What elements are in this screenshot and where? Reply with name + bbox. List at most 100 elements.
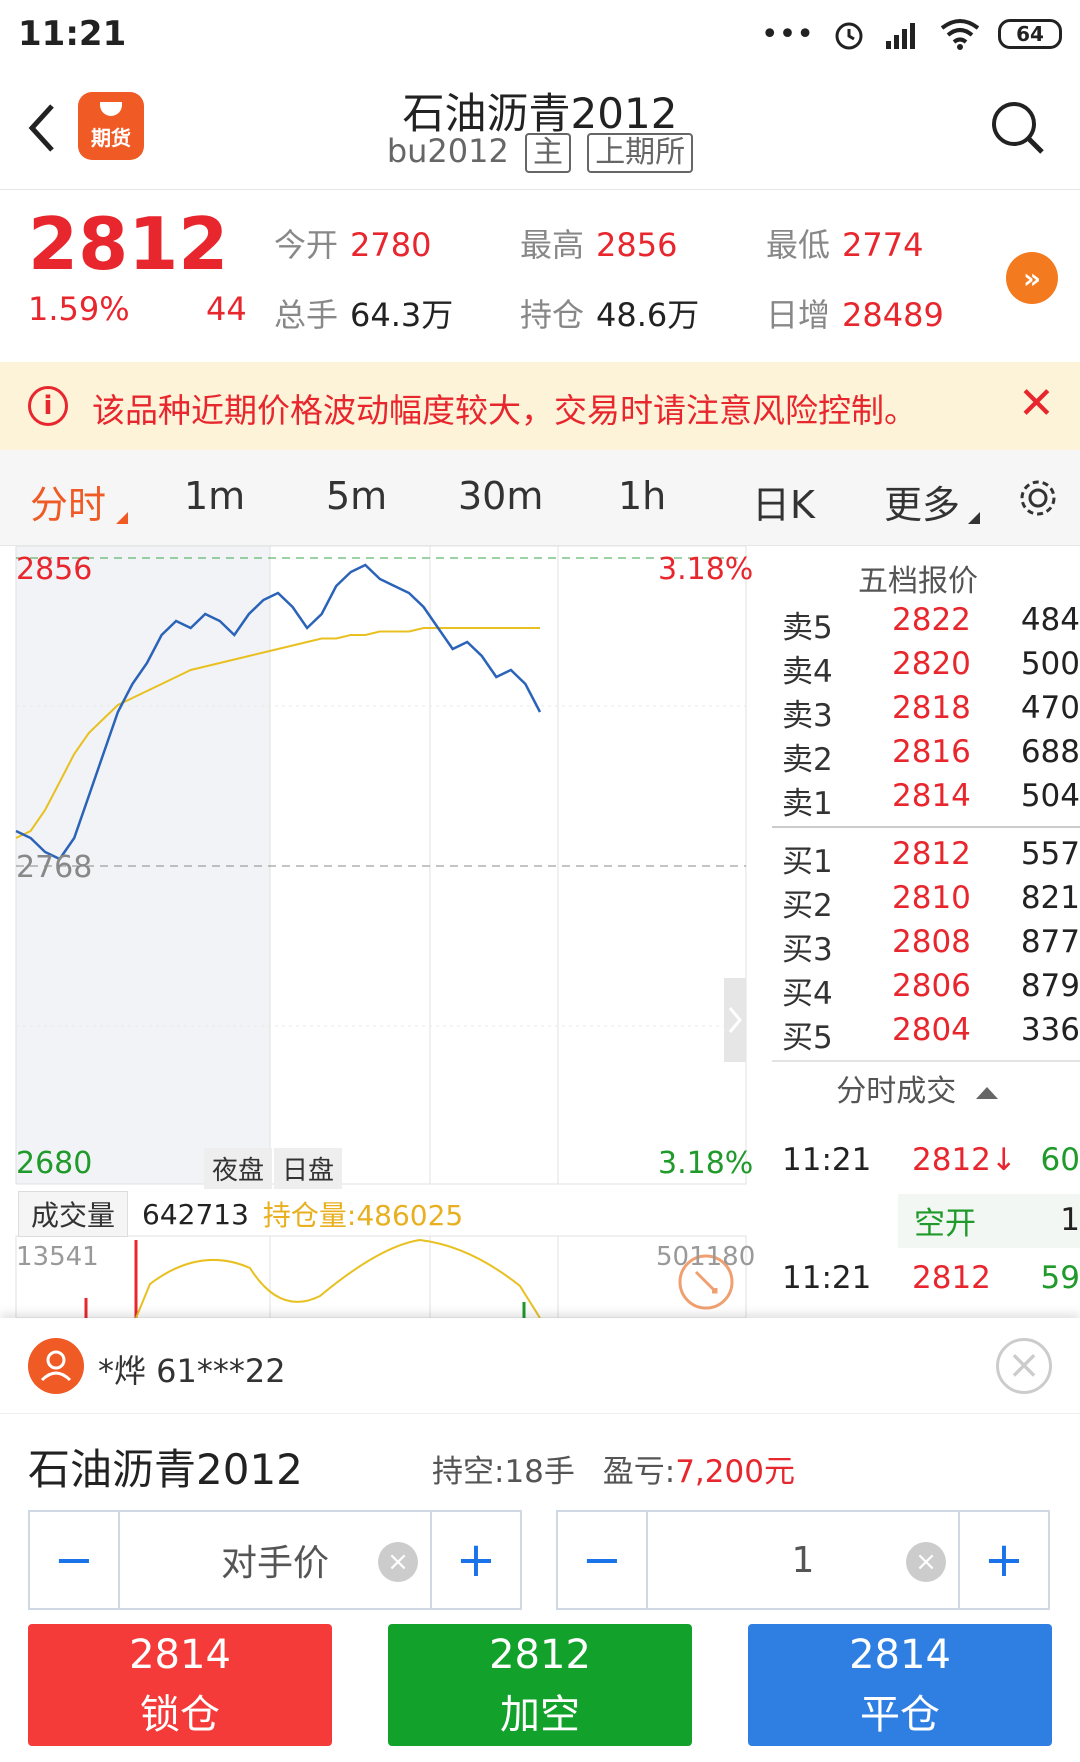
status-time: 11:21 (18, 14, 127, 54)
page-title: 石油沥青2012 (402, 89, 678, 138)
ask-row: 卖3 2818 470 (782, 690, 1080, 734)
close-panel-icon[interactable]: × (996, 1338, 1052, 1394)
add-short-button[interactable]: 2812 加空 (388, 1624, 692, 1746)
bid-row: 买3 2808 877 (782, 924, 1080, 968)
qty-minus-button[interactable]: − (558, 1512, 648, 1608)
info-icon: i (28, 386, 68, 426)
last-price: 2812 (28, 202, 229, 286)
ask-row: 卖2 2816 688 (782, 734, 1080, 778)
trades-toggle[interactable]: 分时成交 (756, 1066, 1080, 1110)
volume-axis-right: 501180 (656, 1242, 756, 1272)
fullscreen-icon (678, 1254, 734, 1310)
y-axis-mid: 2768 (16, 850, 93, 885)
tab-1h[interactable]: 1h (618, 474, 667, 518)
account-row: *烨 61***22 × (0, 1318, 1080, 1414)
high-price: 最高 2856 (520, 226, 678, 264)
night-session-bg (16, 546, 270, 1184)
back-arrow-icon[interactable] (22, 98, 62, 158)
tab-more[interactable]: 更多 (884, 483, 961, 527)
open-interest: 持仓 48.6万 (520, 296, 700, 334)
ask-row: 卖5 2822 484 (782, 602, 1080, 646)
qty-plus-button[interactable]: + (958, 1512, 1048, 1608)
price-line (15, 563, 542, 861)
total-volume: 总手 64.3万 (274, 296, 454, 334)
volume-axis-left: 13541 (16, 1242, 99, 1272)
exchange-badge: 上期所 (587, 133, 694, 173)
user-icon (40, 1350, 72, 1382)
more-dropdown-indicator (968, 512, 980, 524)
order-book-title: 五档报价 (858, 564, 978, 599)
bid-row: 买4 2806 879 (782, 968, 1080, 1012)
app-logo: 期货 (78, 92, 144, 160)
price-chart-svg (15, 545, 747, 1319)
position-info: 持空:18手 盈亏:7,200元 (432, 1454, 795, 1490)
quantity-input[interactable]: 1 × (648, 1512, 958, 1608)
contract-subtitle: bu2012 主 上期所 (0, 132, 1080, 173)
tab-1m[interactable]: 1m (184, 474, 246, 518)
daily-increase: 日增 28489 (766, 296, 944, 334)
open-price: 今开 2780 (274, 226, 432, 264)
bid-row: 买5 2804 336 (782, 1012, 1080, 1056)
close-icon[interactable]: ✕ (1018, 378, 1055, 429)
book-divider (772, 826, 1080, 828)
quantity-stepper: − 1 × + (556, 1510, 1050, 1610)
trades-title: 分时成交 (836, 1074, 957, 1109)
wifi-icon (940, 19, 980, 50)
contract-name: 石油沥青2012 (28, 1445, 303, 1494)
ask-row: 卖4 2820 500 (782, 646, 1080, 690)
clear-qty-icon[interactable]: × (906, 1542, 946, 1582)
change-percent: 1.59% (28, 290, 130, 328)
warning-text: 该品种近期价格波动幅度较大，交易时请注意风险控制。 (92, 391, 917, 430)
nav-bar: 期货 石油沥青2012 bu2012 主 上期所 (0, 70, 1080, 190)
close-position-button[interactable]: 2814 平仓 (748, 1624, 1052, 1746)
price-input[interactable]: 对手价 × (120, 1512, 430, 1608)
search-icon[interactable] (988, 98, 1048, 158)
price-plus-button[interactable]: + (430, 1512, 520, 1608)
tab-5m[interactable]: 5m (326, 474, 388, 518)
oi-line (135, 1238, 541, 1319)
timeshare-chart[interactable]: 2856 2768 2680 3.18% 3.18% 夜盘 日盘 13541 5… (0, 545, 755, 1319)
gear-icon[interactable] (1016, 476, 1060, 520)
status-bar: 11:21 ••• 64 (0, 0, 1080, 70)
caret-up-icon (975, 1087, 998, 1099)
status-icons: ••• 64 (761, 14, 1062, 54)
order-panel: *烨 61***22 × 石油沥青2012 持空:18手 盈亏:7,200元 −… (0, 1318, 1080, 1762)
battery-icon: 64 (998, 19, 1062, 49)
y-axis-bottom: 2680 (16, 1146, 93, 1181)
pct-axis-bottom: 3.18% (658, 1146, 754, 1181)
trade-detail-row: 空开 1 (898, 1194, 1080, 1248)
y-axis-top: 2856 (16, 552, 93, 587)
chart-period-tabs: 分时 1m 5m 30m 1h 日K 更多 (0, 450, 1080, 546)
signal-icon (886, 23, 915, 49)
more-dots-icon: ••• (760, 16, 814, 52)
tab-30m[interactable]: 30m (458, 474, 544, 518)
oi-value: 持仓量:486025 (262, 1199, 464, 1232)
bid-row: 买2 2810 821 (782, 880, 1080, 924)
quote-header: 2812 1.59% 44 今开 2780 最高 2856 最低 2774 总手 64.… (0, 190, 1080, 360)
volume-tag[interactable]: 成交量 (18, 1191, 129, 1237)
pct-axis-top: 3.18% (658, 552, 754, 587)
price-stepper: − 对手价 × + (28, 1510, 522, 1610)
day-session-label: 日盘 (274, 1148, 343, 1189)
ask-row: 卖1 2814 504 (782, 778, 1080, 822)
volume-indicator-bar: 成交量 642713 持仓量:486025 (18, 1190, 748, 1238)
main-contract-badge: 主 (525, 133, 572, 173)
tab-dropdown-indicator (116, 512, 128, 524)
price-minus-button[interactable]: − (30, 1512, 120, 1608)
avatar (28, 1338, 84, 1394)
collapse-book-handle (724, 978, 746, 1062)
tab-daily-k[interactable]: 日K (752, 483, 815, 527)
night-session-label: 夜盘 (204, 1148, 273, 1189)
clear-price-icon[interactable]: × (378, 1542, 418, 1582)
lock-position-button[interactable]: 2814 锁仓 (28, 1624, 332, 1746)
contract-code: bu2012 (386, 132, 509, 170)
order-book: 五档报价 卖5 2822 484 卖4 2820 500 卖3 2818 470 卖2 281… (756, 546, 1080, 1318)
low-price: 最低 2774 (766, 226, 924, 264)
volume-value: 642713 (142, 1197, 249, 1231)
risk-warning-banner: i 该品种近期价格波动幅度较大，交易时请注意风险控制。 ✕ (0, 362, 1080, 450)
alarm-icon (835, 22, 863, 50)
expand-quote-icon[interactable]: » (1006, 252, 1058, 304)
account-name: *烨 61***22 (98, 1352, 286, 1390)
tab-timeshare[interactable]: 分时 (30, 483, 107, 527)
change-value: 44 (206, 290, 247, 328)
